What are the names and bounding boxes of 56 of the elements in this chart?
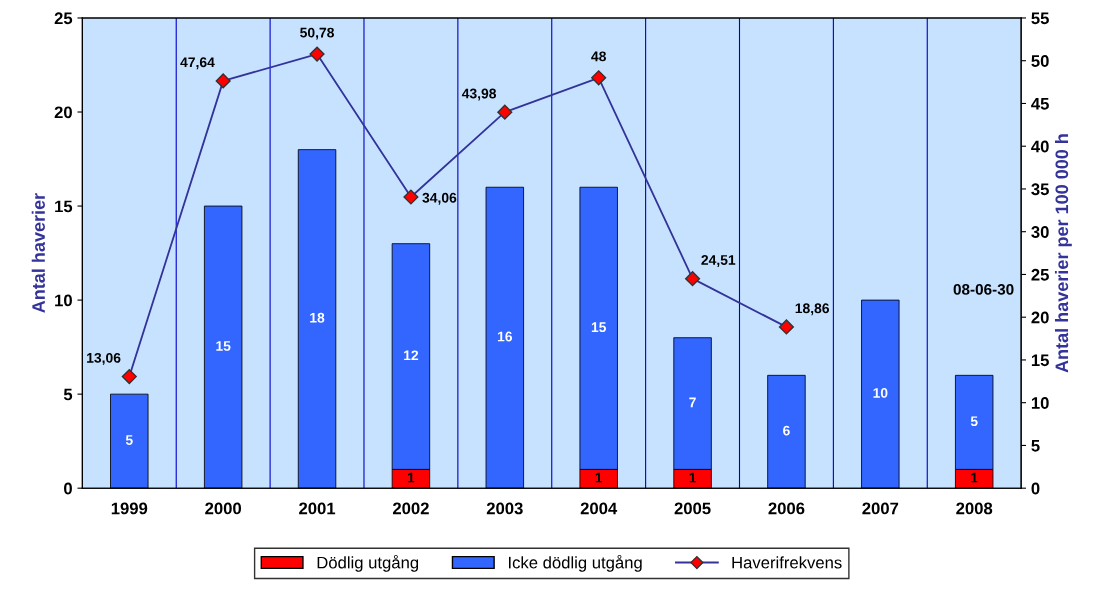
annotation: 08-06-30 — [953, 283, 1014, 295]
x-tick-label: 2004 — [580, 502, 618, 515]
data-label: 5 — [970, 416, 978, 427]
data-label: 12 — [404, 350, 419, 361]
x-tick-label: 2002 — [392, 502, 429, 515]
x-tick-label: 2003 — [486, 502, 523, 515]
data-label: 47,64 — [180, 57, 215, 70]
y-tick-label: 20 — [54, 106, 72, 119]
y2-tick-label: 25 — [1031, 268, 1049, 281]
x-tick-label: 2005 — [674, 502, 711, 515]
y-tick-label: 25 — [54, 12, 73, 25]
y-tick-label: 10 — [55, 294, 72, 307]
data-label: 24,51 — [701, 255, 736, 267]
y2-tick-label: 15 — [1031, 354, 1049, 367]
data-label: 15 — [216, 341, 231, 351]
x-tick-label: 2007 — [862, 502, 899, 515]
data-label: 1 — [407, 472, 415, 483]
data-label: 48 — [591, 51, 606, 62]
y2-axis-title: Antal haverier per 100 000 h — [1054, 134, 1072, 373]
data-label: 50,78 — [300, 27, 334, 40]
data-label: 6 — [783, 425, 790, 436]
x-tick-label: 2001 — [299, 502, 336, 515]
data-label: 10 — [873, 388, 888, 398]
y-tick-label: 15 — [55, 200, 73, 213]
x-tick-label: 2000 — [205, 502, 242, 515]
data-label: 1 — [595, 472, 603, 483]
data-label: 13,06 — [87, 352, 121, 365]
y2-tick-label: 40 — [1031, 140, 1049, 153]
y-tick-label: 5 — [63, 388, 73, 401]
x-tick-label: 1999 — [111, 502, 148, 515]
x-tick-label: 2008 — [956, 502, 993, 515]
legend-label: Haverifrekvens — [732, 556, 842, 569]
x-tick-label: 2006 — [768, 502, 805, 515]
y2-tick-label: 0 — [1031, 482, 1040, 495]
data-label: 1 — [971, 472, 978, 483]
data-label: 15 — [591, 322, 607, 333]
data-label: 7 — [689, 397, 696, 408]
y2-tick-label: 30 — [1031, 226, 1049, 238]
y2-tick-label: 20 — [1031, 311, 1049, 324]
y2-tick-label: 10 — [1031, 397, 1049, 409]
y2-tick-label: 50 — [1031, 55, 1049, 67]
data-label: 43,98 — [461, 88, 497, 101]
y-axis-title: Antal haverier — [31, 193, 45, 313]
legend-label: Icke dödlig utgång — [509, 554, 642, 572]
y2-tick-label: 45 — [1031, 98, 1049, 110]
y2-tick-label: 55 — [1031, 12, 1049, 25]
data-label: 16 — [497, 331, 513, 342]
data-label: 18 — [310, 312, 325, 323]
y2-tick-label: 5 — [1031, 440, 1040, 452]
data-label: 5 — [125, 435, 133, 445]
data-label: 18,86 — [795, 303, 830, 316]
legend-label: Dödlig utgång — [317, 554, 419, 572]
y-tick-label: 0 — [64, 482, 72, 495]
data-label: 1 — [689, 472, 697, 483]
data-label: 34,06 — [422, 192, 457, 205]
y2-tick-label: 35 — [1031, 183, 1049, 196]
